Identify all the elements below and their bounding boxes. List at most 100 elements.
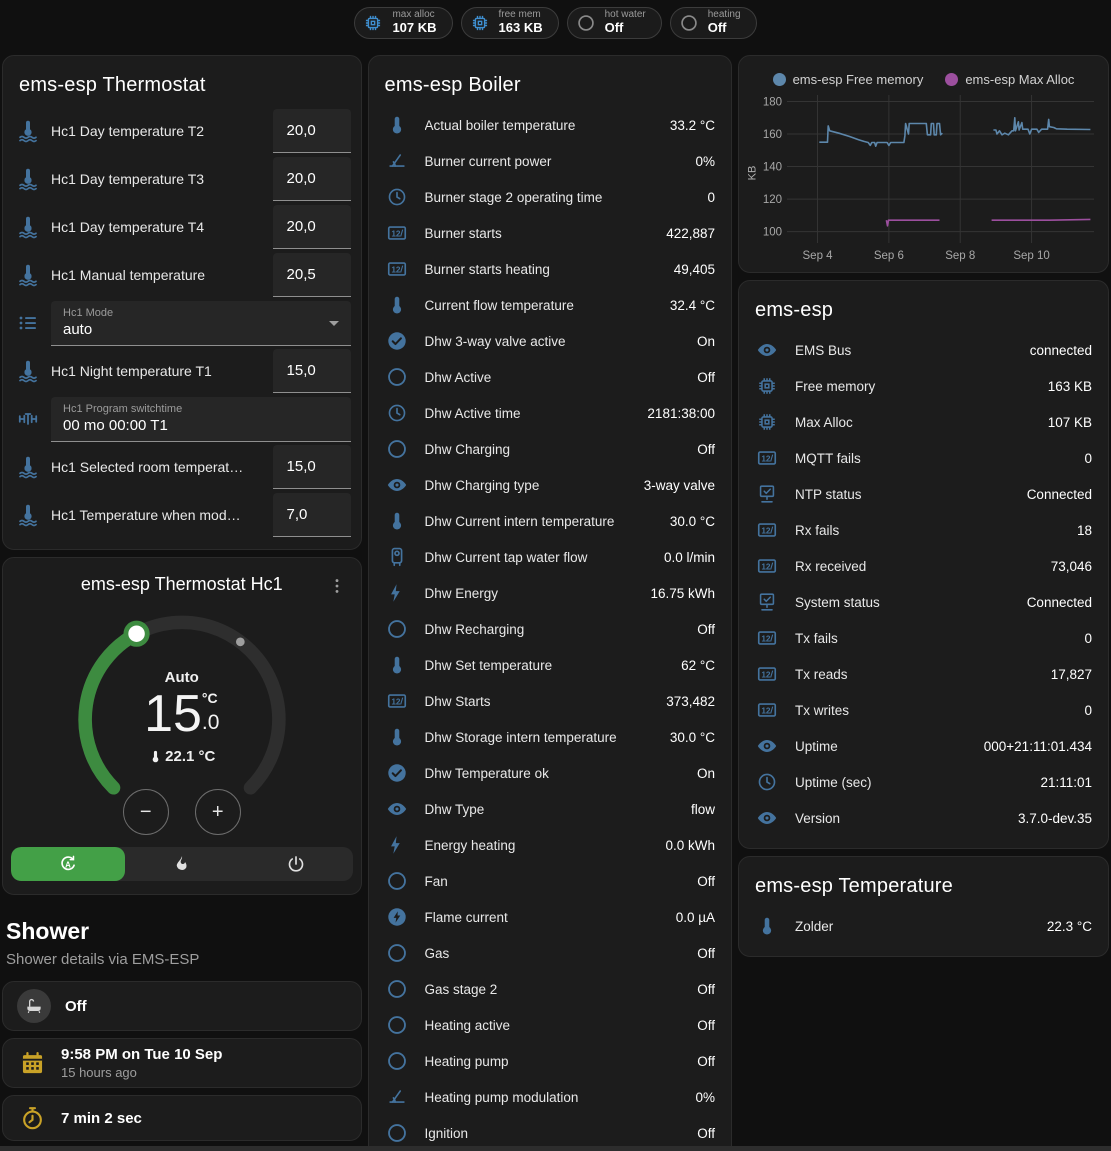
- mode-off-button[interactable]: [239, 847, 353, 881]
- entity-row[interactable]: 1 2 Tx fails 0: [739, 620, 1108, 656]
- entity-row[interactable]: Dhw 3-way valve active On: [369, 323, 731, 359]
- entity-row[interactable]: NTP status Connected: [739, 476, 1108, 512]
- number-input[interactable]: 20,0: [272, 109, 351, 153]
- thermostat-row: Hc1 Mode auto: [3, 299, 361, 347]
- number-input[interactable]: 20,0: [272, 205, 351, 249]
- entity-row[interactable]: Max Alloc 107 KB: [739, 404, 1108, 440]
- entity-row[interactable]: Actual boiler temperature 33.2 °C: [369, 107, 731, 143]
- entity-row[interactable]: Dhw Active Off: [369, 359, 731, 395]
- entity-row[interactable]: Dhw Storage intern temperature 30.0 °C: [369, 719, 731, 755]
- entity-row[interactable]: EMS Bus connected: [739, 332, 1108, 368]
- number-input[interactable]: 15,0: [272, 445, 351, 489]
- svg-text:100: 100: [763, 227, 782, 239]
- entity-label: Burner current power: [424, 153, 552, 169]
- chip-icon: [755, 410, 779, 434]
- entity-row[interactable]: Dhw Recharging Off: [369, 611, 731, 647]
- entity-row[interactable]: Dhw Type flow: [369, 791, 731, 827]
- thermostat-dial[interactable]: Auto 15 °C .0 22.1 °C: [62, 603, 302, 821]
- svg-text:1: 1: [761, 526, 766, 535]
- mode-heat-button[interactable]: [125, 847, 239, 881]
- entity-row[interactable]: Dhw Active time 2181:38:00: [369, 395, 731, 431]
- entity-row[interactable]: Energy heating 0.0 kWh: [369, 827, 731, 863]
- circle-icon: [385, 1049, 409, 1073]
- legend-item[interactable]: ems-esp Free memory: [772, 72, 923, 87]
- entity-row[interactable]: Fan Off: [369, 863, 731, 899]
- increase-temp-button[interactable]: +: [194, 789, 241, 835]
- entity-row[interactable]: Free memory 163 KB: [739, 368, 1108, 404]
- shower-card[interactable]: Off: [2, 981, 362, 1031]
- entity-row[interactable]: 1 2 MQTT fails 0: [739, 440, 1108, 476]
- number-input[interactable]: 20,0: [272, 157, 351, 201]
- history-chart-card[interactable]: ems-esp Free memory ems-esp Max Alloc KB …: [738, 55, 1109, 273]
- entity-row[interactable]: Dhw Current intern temperature 30.0 °C: [369, 503, 731, 539]
- entity-value: 0: [1084, 630, 1092, 646]
- check-circle-icon: [385, 329, 409, 353]
- entity-row[interactable]: 1 2 Tx writes 0: [739, 692, 1108, 728]
- entity-value: Off: [697, 441, 715, 457]
- badge-value: 107 KB: [392, 19, 437, 35]
- entity-row[interactable]: Ignition Off: [369, 1115, 731, 1151]
- circle-icon: [385, 1013, 409, 1037]
- entity-row[interactable]: Burner stage 2 operating time 0: [369, 179, 731, 215]
- shower-card[interactable]: 7 min 2 sec: [2, 1095, 362, 1141]
- entity-row[interactable]: Gas stage 2 Off: [369, 971, 731, 1007]
- entity-row[interactable]: Dhw Charging type 3-way valve: [369, 467, 731, 503]
- status-badge[interactable]: free mem 163 KB: [460, 6, 559, 39]
- legend-item[interactable]: ems-esp Max Alloc: [945, 72, 1074, 87]
- horizontal-scrollbar[interactable]: [0, 1146, 1111, 1151]
- text-input[interactable]: Hc1 Program switchtime 00 mo 00:00 T1: [51, 396, 351, 442]
- entity-row[interactable]: Gas Off: [369, 935, 731, 971]
- entity-row[interactable]: 1 2 Burner starts heating 49,405: [369, 251, 731, 287]
- entity-row[interactable]: Version 3.7.0-dev.35: [739, 800, 1108, 836]
- entity-row[interactable]: Dhw Charging Off: [369, 431, 731, 467]
- entity-label: Dhw Set temperature: [424, 657, 553, 673]
- entity-label: Dhw Active time: [424, 405, 521, 421]
- entity-row[interactable]: 1 2 Burner starts 422,887: [369, 215, 731, 251]
- entity-row[interactable]: Heating pump modulation 0%: [369, 1079, 731, 1115]
- entity-row[interactable]: 1 2 Dhw Starts 373,482: [369, 683, 731, 719]
- entity-value: 2181:38:00: [647, 405, 715, 421]
- entity-row[interactable]: Flame current 0.0 µA: [369, 899, 731, 935]
- entity-row[interactable]: Uptime (sec) 21:11:01: [739, 764, 1108, 800]
- entity-row[interactable]: Burner current power 0%: [369, 143, 731, 179]
- entity-row[interactable]: Heating active Off: [369, 1007, 731, 1043]
- eye-icon: [755, 338, 779, 362]
- entity-row[interactable]: Uptime 000+21:11:01.434: [739, 728, 1108, 764]
- entity-row[interactable]: Dhw Current tap water flow 0.0 l/min: [369, 539, 731, 575]
- temperature-rows: Zolder 22.3 °C: [739, 908, 1108, 944]
- number-input[interactable]: 15,0: [272, 349, 351, 393]
- thermostat-row: Hc1 Temperature when mod… 7,0: [3, 491, 361, 539]
- thermometer-water-icon: [15, 502, 41, 528]
- thermometer-water-icon: [15, 118, 41, 144]
- status-badge[interactable]: heating Off: [669, 6, 757, 39]
- number-input[interactable]: 20,5: [272, 253, 351, 297]
- entity-row[interactable]: System status Connected: [739, 584, 1108, 620]
- thermometer-water-icon: [15, 214, 41, 240]
- entity-row[interactable]: 1 2 Rx fails 18: [739, 512, 1108, 548]
- entity-label: MQTT fails: [795, 450, 861, 466]
- circle-icon: [385, 941, 409, 965]
- status-badge[interactable]: hot water Off: [566, 6, 662, 39]
- eye-icon: [755, 734, 779, 758]
- field-label: Hc1 Program switchtime: [63, 402, 183, 415]
- entity-row[interactable]: Dhw Energy 16.75 kWh: [369, 575, 731, 611]
- mode-auto-button[interactable]: A: [11, 847, 125, 881]
- card-title: ems-esp Boiler: [384, 74, 521, 96]
- shower-card[interactable]: 9:58 PM on Tue 10 Sep 15 hours ago: [2, 1038, 362, 1088]
- number-input[interactable]: 7,0: [272, 493, 351, 537]
- entity-row[interactable]: Current flow temperature 32.4 °C: [369, 287, 731, 323]
- entity-row[interactable]: Zolder 22.3 °C: [739, 908, 1108, 944]
- card-menu-button[interactable]: [323, 572, 351, 600]
- status-badge[interactable]: max alloc 107 KB: [354, 6, 453, 39]
- entity-row[interactable]: 1 2 Tx reads 17,827: [739, 656, 1108, 692]
- field-value: auto: [63, 320, 93, 338]
- thermometer-water-icon: [15, 166, 41, 192]
- entity-row[interactable]: Dhw Temperature ok On: [369, 755, 731, 791]
- select-field[interactable]: Hc1 Mode auto: [51, 300, 351, 346]
- circle-icon: [385, 977, 409, 1001]
- entity-row[interactable]: 1 2 Rx received 73,046: [739, 548, 1108, 584]
- decrease-temp-button[interactable]: −: [122, 789, 169, 835]
- dashboard: ems-esp Thermostat Hc1 Day temperature T…: [0, 45, 1111, 1151]
- entity-row[interactable]: Heating pump Off: [369, 1043, 731, 1079]
- entity-row[interactable]: Dhw Set temperature 62 °C: [369, 647, 731, 683]
